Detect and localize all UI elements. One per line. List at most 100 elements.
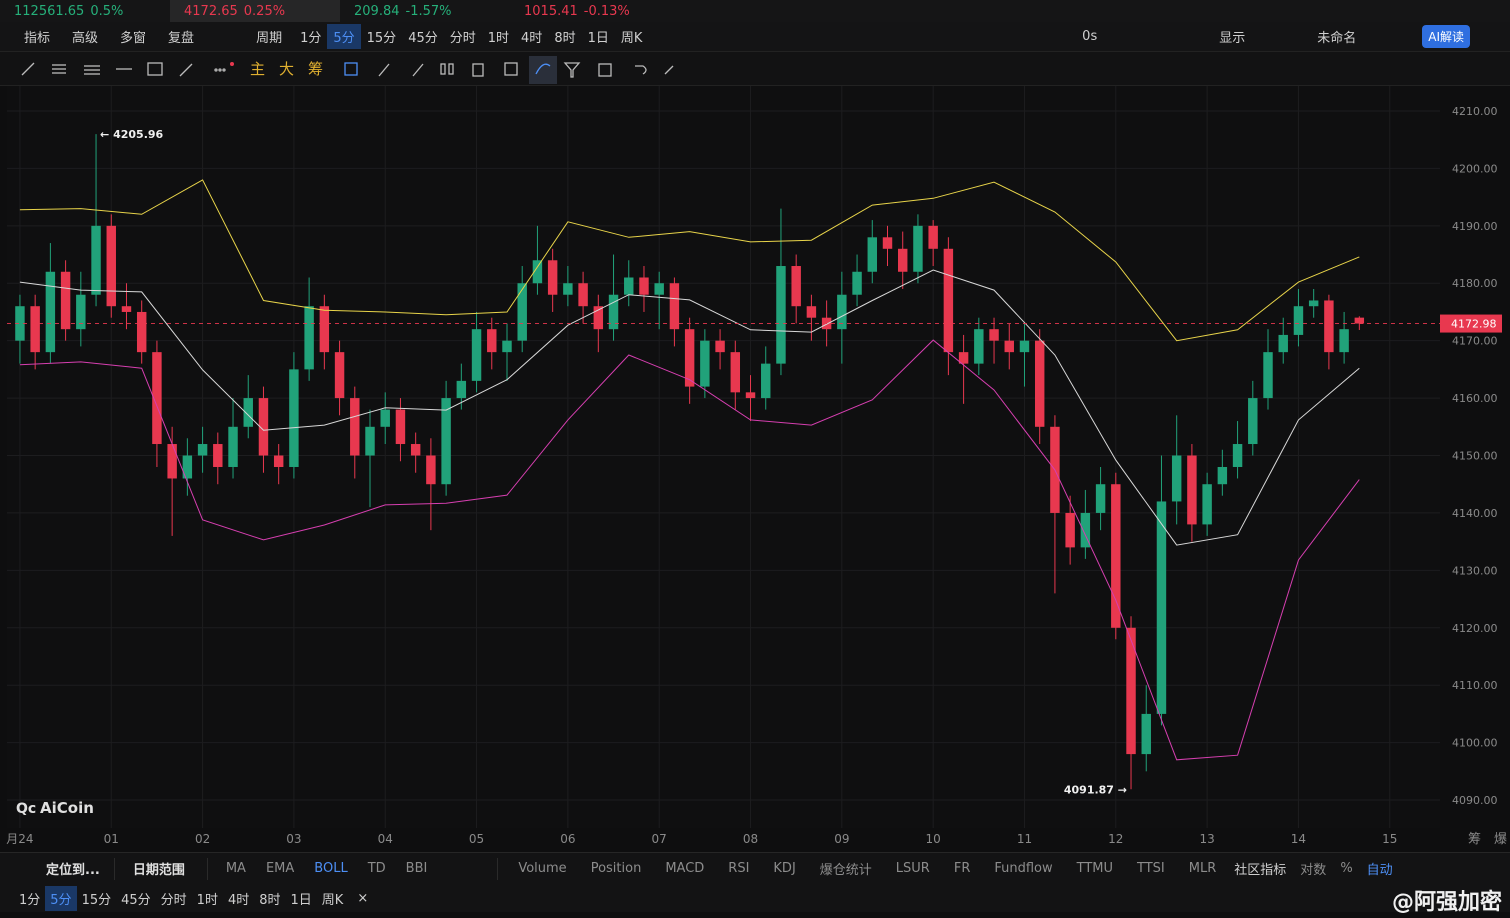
last-price-label: 4172.98: [1451, 318, 1497, 331]
toolbar-button[interactable]: 多窗: [120, 31, 147, 46]
toolbar-button[interactable]: 指标: [24, 31, 51, 46]
quick-period[interactable]: 1日: [290, 892, 312, 908]
y-tick-label: 4090.00: [1452, 794, 1498, 807]
x-tick-label: 05: [469, 832, 484, 846]
y-tick-label: 4170.00: [1452, 335, 1498, 348]
ticker[interactable]: 1015.41 -0.13%: [510, 0, 680, 22]
quick-period[interactable]: 15分: [81, 892, 112, 908]
quick-period[interactable]: 1时: [196, 892, 218, 908]
candle-body: [958, 352, 969, 364]
candle-body: [334, 352, 345, 399]
main-indicator[interactable]: EMA: [265, 861, 295, 876]
candle-body: [898, 248, 908, 272]
chart-type-button[interactable]: [210, 34, 250, 40]
candle-body: [1095, 484, 1106, 513]
toolbar-right-button[interactable]: 未命名: [1317, 31, 1357, 46]
tool-icons: [21, 61, 234, 76]
tool-button[interactable]: 筹: [308, 60, 324, 78]
quick-period[interactable]: 1分: [19, 892, 41, 908]
sub-indicator[interactable]: TTSI: [1137, 861, 1165, 876]
candle-body: [700, 340, 710, 387]
sep: [497, 857, 499, 880]
sub-indicator[interactable]: FR: [953, 861, 971, 876]
community-button[interactable]: 社区指标: [1234, 863, 1287, 878]
candle-body: [715, 340, 725, 353]
toolbar-button[interactable]: 高级: [72, 31, 99, 46]
period-button[interactable]: 8时: [554, 31, 576, 46]
sub-indicator[interactable]: TTMU: [1076, 861, 1114, 876]
candle-body: [684, 329, 695, 387]
y-tick-label: 4150.00: [1452, 450, 1498, 463]
quick-period[interactable]: 8时: [259, 892, 281, 908]
ai-button[interactable]: AI解读: [1422, 25, 1470, 48]
ticker-change: -0.13%: [583, 3, 630, 19]
range-button[interactable]: 日期范围: [132, 863, 185, 878]
toolbar-right-button[interactable]: 0s: [1082, 29, 1098, 44]
sub-indicator[interactable]: MLR: [1188, 861, 1217, 876]
sub-indicator[interactable]: 爆仓统计: [819, 863, 872, 878]
sub-indicator[interactable]: KDJ: [773, 861, 796, 876]
y-tick-label: 4140.00: [1452, 507, 1498, 520]
tool-button[interactable]: 主: [250, 60, 266, 78]
main-indicator[interactable]: BBI: [405, 861, 428, 876]
sub-indicator[interactable]: LSUR: [895, 861, 930, 876]
quick-period[interactable]: 分时: [160, 892, 187, 908]
candle-body: [852, 271, 862, 295]
candle-body: [1156, 501, 1167, 714]
ticker[interactable]: 4172.65 0.25%: [170, 0, 340, 22]
quick-period[interactable]: 4时: [227, 892, 250, 908]
sub-indicator[interactable]: Position: [590, 861, 642, 876]
locate-button[interactable]: 定位到...: [46, 863, 100, 878]
candle-body: [182, 455, 193, 479]
quick-period[interactable]: 45分: [121, 892, 151, 908]
candle-body: [1308, 300, 1319, 307]
candle-body: [106, 225, 116, 307]
candle-body: [593, 306, 604, 330]
candle-body: [1019, 340, 1030, 353]
candle-body: [806, 306, 817, 318]
period-button[interactable]: 分时: [449, 31, 476, 46]
candle-body: [380, 409, 390, 427]
sub-indicator[interactable]: RSI: [728, 861, 750, 876]
ticker[interactable]: 209.84 -1.57%: [340, 0, 510, 22]
ticker-change: -1.57%: [405, 3, 452, 19]
period-button[interactable]: 周K: [620, 31, 643, 46]
period-button[interactable]: 5分: [327, 24, 361, 49]
period-button[interactable]: 1日: [587, 31, 609, 46]
candle-body: [273, 455, 284, 467]
period-button[interactable]: 15分: [366, 31, 397, 46]
period-button[interactable]: 1时: [487, 31, 510, 46]
sub-indicator[interactable]: Volume: [518, 861, 567, 876]
quick-period[interactable]: 5分: [45, 885, 77, 911]
candle-body: [730, 352, 741, 393]
scale-option[interactable]: 自动: [1366, 863, 1393, 878]
close-button[interactable]: ×: [357, 890, 369, 906]
tool-button[interactable]: 大: [279, 60, 295, 78]
ticker-change: 0.5%: [90, 3, 124, 19]
main-indicator[interactable]: BOLL: [314, 861, 348, 876]
scale-option[interactable]: %: [1340, 861, 1353, 876]
sub-indicator[interactable]: MACD: [665, 861, 705, 876]
period-button[interactable]: 4时: [521, 31, 543, 46]
x-tick-label: 01: [104, 832, 119, 846]
period-menu[interactable]: 周期: [256, 31, 283, 46]
candle-body: [441, 398, 451, 485]
sub-indicator[interactable]: Fundflow: [994, 861, 1053, 876]
scale-option[interactable]: 对数: [1300, 863, 1327, 878]
logo-mark: Qc: [16, 801, 36, 817]
ticker-change: 0.25%: [243, 3, 286, 19]
y-tick-label: 4190.00: [1452, 220, 1498, 233]
y-tick-label: 4210.00: [1452, 105, 1498, 118]
toolbar-right-button[interactable]: 显示: [1219, 31, 1246, 46]
candle-body: [1217, 466, 1228, 485]
main-indicator[interactable]: MA: [225, 861, 246, 876]
candle-body: [791, 266, 801, 307]
toolbar-button[interactable]: 复盘: [168, 31, 195, 46]
main-indicator[interactable]: TD: [367, 861, 386, 876]
quick-period[interactable]: 周K: [321, 892, 344, 908]
period-button[interactable]: 1分: [300, 31, 322, 46]
candle-body: [882, 237, 893, 249]
ticker[interactable]: 112561.65 0.5%: [0, 0, 170, 22]
period-button[interactable]: 45分: [408, 31, 438, 46]
